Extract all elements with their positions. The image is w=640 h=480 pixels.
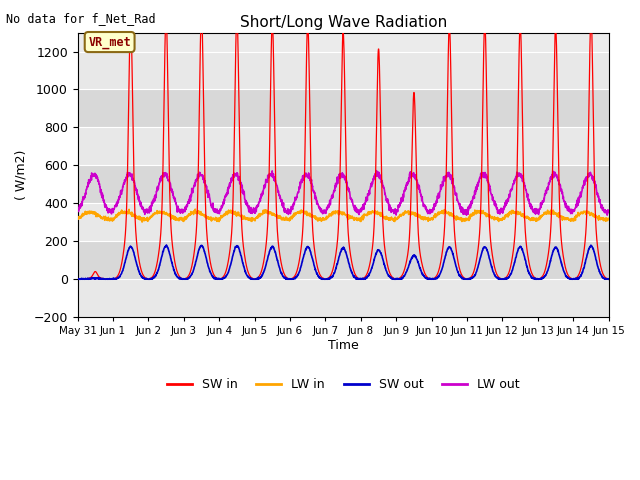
Text: VR_met: VR_met <box>88 36 131 48</box>
Bar <box>77 127 609 166</box>
Bar <box>77 241 609 279</box>
Bar <box>77 51 609 89</box>
X-axis label: Time: Time <box>328 339 358 352</box>
Bar <box>77 166 609 204</box>
Bar <box>77 279 609 317</box>
Y-axis label: ( W/m2): ( W/m2) <box>15 150 28 200</box>
Bar <box>77 89 609 127</box>
Bar <box>77 204 609 241</box>
Legend: SW in, LW in, SW out, LW out: SW in, LW in, SW out, LW out <box>162 373 525 396</box>
Title: Short/Long Wave Radiation: Short/Long Wave Radiation <box>239 15 447 30</box>
Text: No data for f_Net_Rad: No data for f_Net_Rad <box>6 12 156 25</box>
